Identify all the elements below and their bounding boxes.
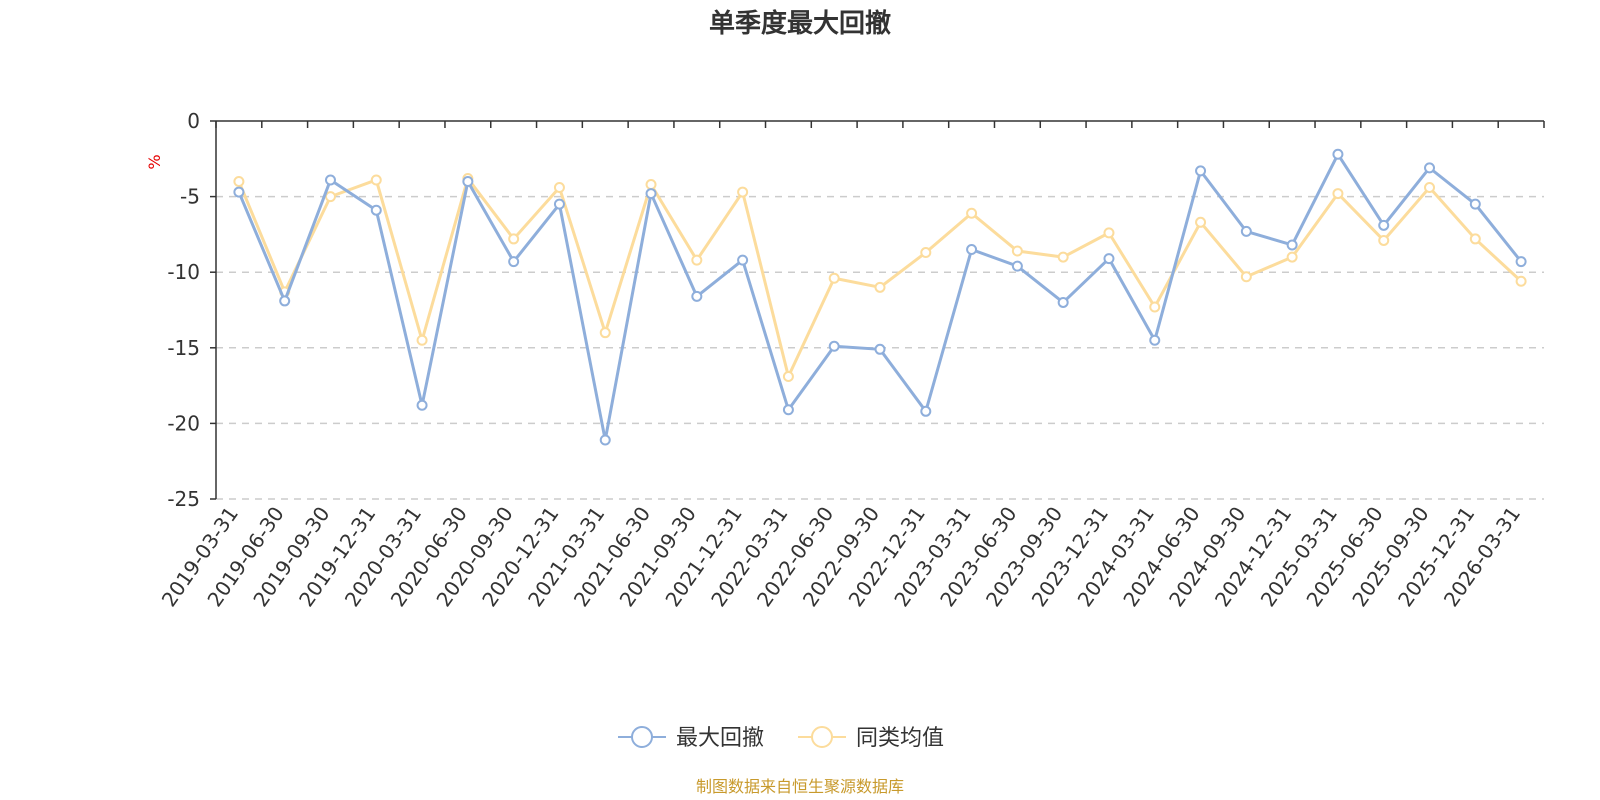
data-point[interactable]	[874, 281, 886, 293]
data-point[interactable]	[370, 174, 382, 186]
data-point[interactable]	[920, 247, 932, 259]
data-point[interactable]	[828, 340, 840, 352]
legend-item-max-drawdown[interactable]: 最大回撤	[618, 726, 764, 751]
data-point[interactable]	[645, 188, 657, 200]
data-point[interactable]	[737, 254, 749, 266]
y-tick-label: -20	[167, 411, 200, 435]
y-tick-label: -15	[167, 336, 200, 360]
data-point[interactable]	[1240, 271, 1252, 283]
y-tick-label: -5	[180, 185, 200, 209]
data-source-note: 制图数据来自恒生聚源数据库	[696, 777, 904, 796]
y-axis-unit-label: %	[145, 154, 164, 169]
legend-circle-icon	[811, 726, 833, 748]
data-point[interactable]	[1378, 219, 1390, 231]
data-point[interactable]	[1103, 227, 1115, 239]
data-point[interactable]	[691, 290, 703, 302]
legend-item-peer-average[interactable]: 同类均值	[798, 726, 944, 751]
data-point[interactable]	[553, 198, 565, 210]
y-tick-label: -10	[167, 260, 200, 284]
data-point[interactable]	[966, 244, 978, 256]
data-point[interactable]	[508, 233, 520, 245]
data-point[interactable]	[416, 399, 428, 411]
data-point[interactable]	[1469, 198, 1481, 210]
data-point[interactable]	[874, 343, 886, 355]
data-point[interactable]	[599, 327, 611, 339]
legend-label: 最大回撤	[676, 726, 764, 751]
data-point[interactable]	[462, 175, 474, 187]
data-point[interactable]	[324, 191, 336, 203]
y-tick-label: 0	[187, 109, 200, 133]
data-point[interactable]	[279, 295, 291, 307]
data-point[interactable]	[782, 371, 794, 383]
data-point[interactable]	[1424, 162, 1436, 174]
data-point[interactable]	[691, 254, 703, 266]
chart-title: 单季度最大回撤	[709, 8, 891, 39]
data-point[interactable]	[1149, 334, 1161, 346]
data-point[interactable]	[1103, 253, 1115, 265]
legend-circle-icon	[631, 726, 653, 748]
data-point[interactable]	[599, 434, 611, 446]
data-point[interactable]	[324, 174, 336, 186]
legend-label: 同类均值	[856, 726, 944, 751]
data-point[interactable]	[1011, 245, 1023, 257]
data-point[interactable]	[553, 182, 565, 194]
data-point[interactable]	[782, 404, 794, 416]
data-point[interactable]	[1424, 182, 1436, 194]
data-point[interactable]	[1515, 275, 1527, 287]
data-point[interactable]	[416, 334, 428, 346]
data-point[interactable]	[1240, 225, 1252, 237]
data-point[interactable]	[1057, 296, 1069, 308]
series-layer	[233, 148, 1527, 446]
data-point[interactable]	[1515, 256, 1527, 268]
data-point[interactable]	[508, 256, 520, 268]
data-point[interactable]	[1332, 148, 1344, 160]
data-point[interactable]	[1286, 251, 1298, 263]
data-point[interactable]	[1195, 216, 1207, 228]
data-point[interactable]	[1149, 301, 1161, 313]
data-point[interactable]	[1195, 165, 1207, 177]
series-max-drawdown	[233, 148, 1527, 446]
data-point[interactable]	[1011, 260, 1023, 272]
data-point[interactable]	[1057, 251, 1069, 263]
data-point[interactable]	[737, 186, 749, 198]
legend: 最大回撤 同类均值	[618, 726, 944, 751]
y-tick-label: -25	[167, 487, 200, 511]
data-point[interactable]	[1469, 233, 1481, 245]
data-point[interactable]	[1332, 188, 1344, 200]
data-point[interactable]	[966, 207, 978, 219]
data-point[interactable]	[645, 179, 657, 191]
data-point[interactable]	[828, 272, 840, 284]
series-peer-average	[233, 172, 1527, 383]
data-point[interactable]	[233, 186, 245, 198]
data-point[interactable]	[370, 204, 382, 216]
data-point[interactable]	[233, 175, 245, 187]
data-point[interactable]	[1378, 234, 1390, 246]
data-point[interactable]	[920, 405, 932, 417]
data-point[interactable]	[1286, 239, 1298, 251]
